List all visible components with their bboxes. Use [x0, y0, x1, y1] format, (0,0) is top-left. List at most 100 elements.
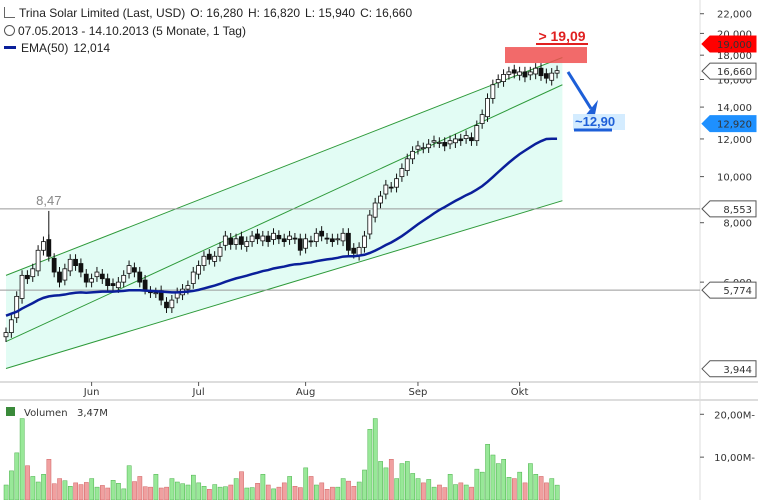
price-tag: [701, 115, 757, 133]
candle: [73, 258, 78, 266]
volume-bar: [51, 483, 57, 500]
candle: [287, 235, 292, 240]
candle: [233, 238, 239, 245]
candle: [458, 138, 464, 142]
projection-arrow-shaft: [566, 71, 593, 110]
candle: [335, 238, 341, 241]
volume-bar: [410, 473, 416, 500]
volume-bar: [185, 484, 191, 500]
projection-box: [573, 113, 625, 130]
candle: [115, 281, 121, 289]
header-line-3: EMA(50) 12,014: [4, 41, 115, 55]
candle: [78, 263, 84, 273]
y-tick-label: 10,000: [717, 173, 752, 184]
candle: [533, 67, 539, 75]
volume-bar: [78, 484, 84, 500]
volume-bar: [314, 484, 319, 500]
candle: [249, 235, 255, 243]
target-zone: [505, 47, 587, 64]
candle: [8, 319, 14, 333]
volume-bar: [255, 483, 260, 500]
candle: [99, 273, 105, 280]
candle: [490, 84, 496, 99]
candle: [201, 255, 207, 266]
volume-bar: [335, 486, 341, 500]
y-tick-label: 20,000: [717, 29, 752, 40]
volume-bar: [383, 467, 389, 500]
candle: [292, 237, 298, 240]
candle: [238, 236, 244, 245]
price-tag-label: 5,774: [723, 286, 752, 297]
candle: [153, 292, 159, 295]
price-tag: [701, 35, 757, 53]
annotations: 8,47 > 19,09 ~12,90: [36, 28, 625, 208]
volume-bar: [67, 486, 73, 500]
volume-bar: [437, 484, 442, 500]
candle: [89, 278, 94, 283]
candle: [431, 140, 437, 143]
volume-bar: [3, 484, 9, 500]
candle: [436, 142, 442, 144]
ema-legend-swatch: [4, 46, 16, 49]
volume-bar: [126, 465, 132, 500]
volume-bar: [116, 483, 121, 500]
volume-bar: [94, 486, 100, 500]
channel-line-1: [5, 57, 563, 276]
volume-bar: [298, 487, 303, 500]
candle: [244, 241, 250, 247]
price-tag: [701, 281, 757, 299]
candle: [212, 255, 218, 262]
candle: [527, 71, 533, 76]
volume-bar: [495, 463, 501, 500]
volume-bar: [169, 478, 175, 500]
volume-bar: [191, 474, 196, 500]
candle: [297, 238, 303, 251]
volume-bar: [474, 468, 480, 500]
candle: [319, 230, 325, 237]
volume-bar: [142, 486, 148, 500]
volume-bar: [340, 478, 346, 500]
price-tag: [701, 62, 757, 80]
volume-bar: [512, 478, 517, 500]
volume-bar: [233, 478, 239, 500]
candle: [164, 301, 169, 309]
candle: [24, 274, 30, 280]
candle: [62, 268, 68, 281]
volume-bar: [399, 463, 405, 500]
volume-bar: [265, 484, 271, 500]
candle: [110, 283, 116, 287]
candle: [190, 271, 196, 284]
volume-bar: [25, 465, 30, 500]
candle: [324, 237, 330, 240]
volume-bar: [351, 486, 357, 500]
time-axis: Jun Jul Aug Sep Okt: [83, 382, 528, 398]
candle: [57, 271, 62, 283]
volume-bar: [458, 482, 464, 500]
volume-bar: [447, 474, 453, 500]
price-tag: [701, 360, 757, 378]
projection-label: ~12,90: [575, 114, 615, 129]
volume-bar: [517, 471, 523, 500]
volume-bar: [164, 486, 169, 500]
candle: [206, 253, 212, 260]
candle: [196, 265, 202, 275]
volume-bar: [287, 476, 292, 500]
candle: [394, 178, 399, 188]
volume-bar: [469, 486, 474, 500]
volume-bar: [394, 478, 399, 500]
volume-bar: [260, 474, 266, 500]
volume-tick-label: 10,00M-: [714, 453, 755, 464]
volume-bar: [308, 476, 314, 500]
volume-bar: [538, 476, 544, 500]
y-tick-label: 16,000: [717, 76, 752, 87]
candle: [410, 150, 416, 160]
volume-bar: [271, 488, 276, 500]
volume-bar: [105, 487, 111, 500]
channel-line-3: [5, 200, 563, 369]
y-tick-label: 12,000: [717, 135, 752, 146]
x-tick-label: Sep: [409, 387, 428, 398]
candle: [276, 234, 282, 240]
candle: [142, 279, 148, 290]
price-tag: [701, 200, 757, 218]
